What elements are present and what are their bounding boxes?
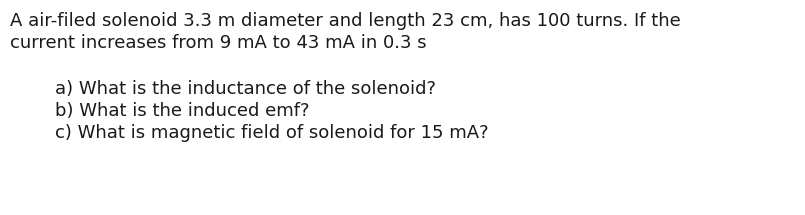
Text: A air-filed solenoid 3.3 m diameter and length 23 cm, has 100 turns. If the: A air-filed solenoid 3.3 m diameter and … — [10, 12, 681, 30]
Text: current increases from 9 mA to 43 mA in 0.3 s: current increases from 9 mA to 43 mA in … — [10, 34, 427, 52]
Text: c) What is magnetic field of solenoid for 15 mA?: c) What is magnetic field of solenoid fo… — [55, 124, 489, 142]
Text: a) What is the inductance of the solenoid?: a) What is the inductance of the solenoi… — [55, 80, 436, 98]
Text: b) What is the induced emf?: b) What is the induced emf? — [55, 102, 309, 120]
